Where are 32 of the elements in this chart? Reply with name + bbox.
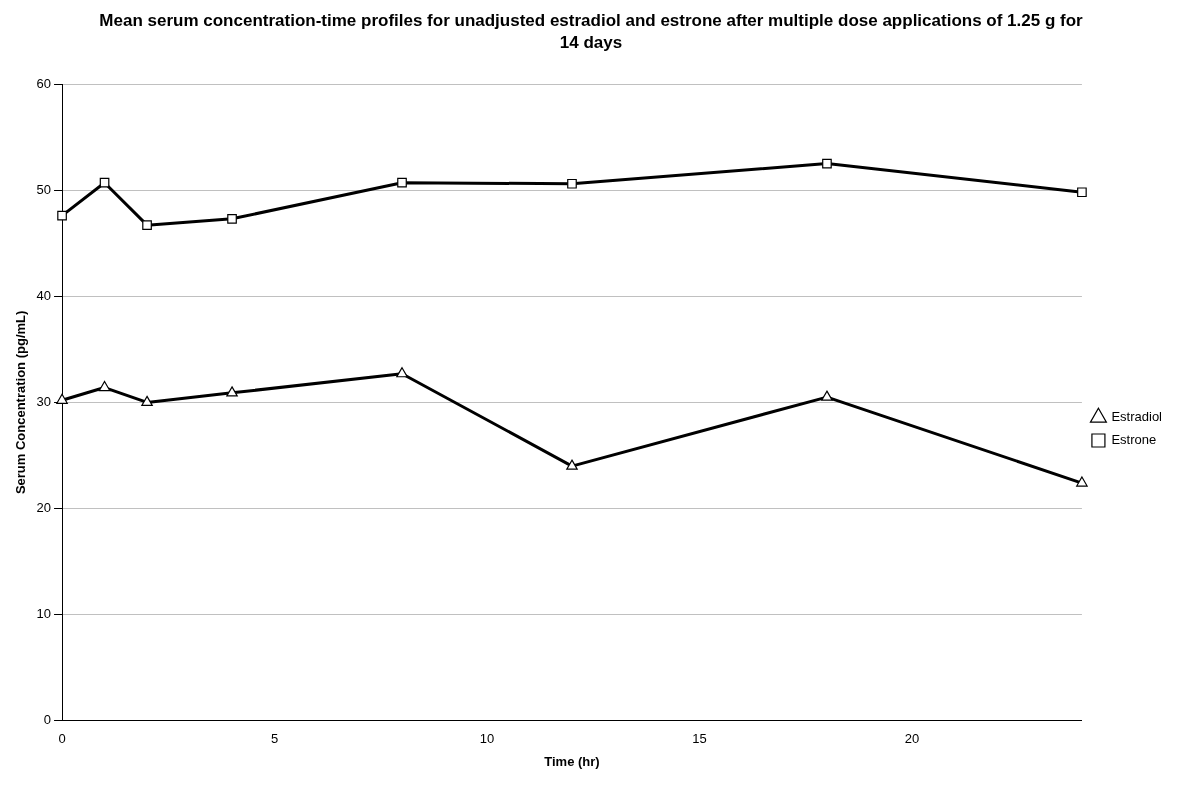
point [99,177,110,188]
point [98,380,111,392]
point [567,178,577,189]
legend-label: Estradiol [1111,409,1163,425]
point [396,367,408,378]
y-tick-label: 60 [36,75,52,91]
y-tick-label: 50 [36,181,52,197]
chart-title: Mean serum concentration-time profiles for unadjusted estradiol and estrone after multiple dose applications of 1.25 g for 14 days [98,10,1084,54]
point [227,213,237,224]
point [566,459,578,470]
y-axis-title: Serum Concentration (pg/mL) [13,310,29,495]
y-tick-label: 0 [43,712,52,728]
x-tick-label: 15 [692,731,707,747]
y-tick-label: 20 [36,500,52,516]
point [1077,187,1087,198]
legend-label: Estrone [1111,432,1157,448]
point [226,386,238,397]
x-tick-label: 20 [904,731,920,747]
x-tick-label: 10 [479,731,495,747]
y-tick-label: 10 [36,606,52,622]
point [1076,476,1088,487]
point [821,390,833,401]
x-axis-title: Time (hr) [544,753,600,769]
point [57,210,67,221]
x-tick-label: 5 [270,731,279,747]
y-tick-label: 30 [36,393,52,409]
point [397,177,407,188]
y-tick-label: 40 [36,287,52,303]
x-tick-label: 0 [58,731,66,747]
point [141,395,153,406]
point [822,158,832,169]
point [142,220,152,230]
